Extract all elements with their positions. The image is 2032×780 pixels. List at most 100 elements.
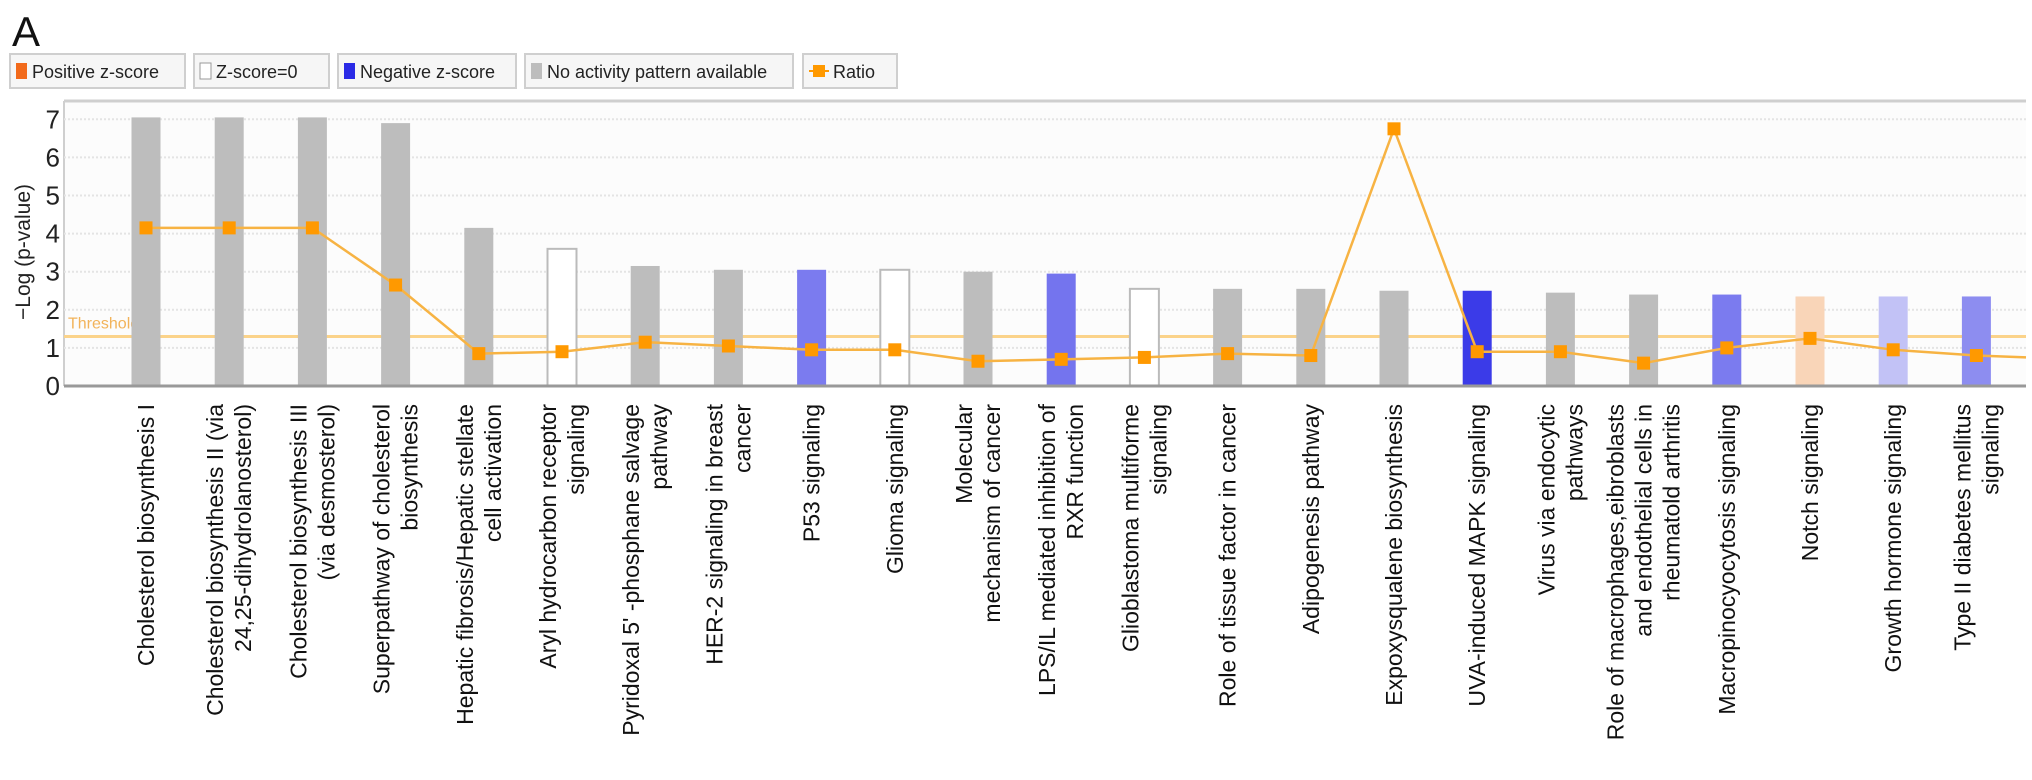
threshold-label: Threshold — [68, 315, 139, 332]
x-tick-label-line: UVA-induced MAPK signaling — [1464, 404, 1490, 707]
x-tick-label-line: Pyridoxal 5' -phosphane salvage — [618, 404, 644, 736]
ratio-marker — [1803, 331, 1817, 345]
x-tick-label-line: Role of tissue factor in cancer — [1215, 404, 1241, 707]
legend-label: Ratio — [833, 62, 875, 82]
x-tick-label: Glioblastoma multiforme signaling — [1117, 404, 1171, 652]
bar — [1128, 287, 1160, 387]
x-tick-label: UVA-induced MAPK signaling — [1464, 404, 1490, 707]
x-tick-label-line: cancer — [729, 404, 755, 473]
x-tick-label: Growth hormone signaling — [1880, 404, 1906, 672]
x-tick-label-line: cell activation — [480, 404, 506, 542]
x-tick-label: Pyridoxal 5' -phosphane salvage pathway — [618, 404, 672, 736]
legend-label: Negative z-score — [360, 62, 495, 82]
ratio-line — [139, 122, 2027, 370]
x-tick-label-line: signaling — [1145, 404, 1171, 495]
ratio-marker — [805, 343, 819, 357]
x-tick-label: Hepatic fibrosis/Hepatic stellate cell ac… — [452, 404, 506, 725]
x-tick-label-line: Cholesterol biosynthesis III — [285, 404, 311, 679]
x-tick-label-line: Glioma signaling — [882, 404, 908, 574]
ratio-marker — [888, 343, 902, 357]
bar — [1213, 288, 1243, 386]
x-tick-label-line: biosynthesis — [397, 404, 423, 531]
x-tick-label-line: Growth hormone signaling — [1880, 404, 1906, 672]
y-tick-label: 6 — [46, 142, 60, 172]
legend-item: No activity pattern available — [524, 53, 794, 89]
bar — [1545, 292, 1575, 386]
x-tick-label: Type II diabetes mellitus signaling — [1949, 404, 2003, 651]
x-tick-label-line: LPS/IL mediated inhibition of — [1034, 403, 1060, 696]
legend-item: Negative z-score — [337, 53, 517, 89]
legend-item-box — [337, 53, 517, 89]
x-tick-label-line: HER-2 signaling in breast — [701, 403, 727, 664]
ratio-marker — [305, 221, 319, 235]
bar — [1712, 294, 1742, 386]
x-tick-label-line: Macropinocyocytosis signaling — [1714, 404, 1740, 715]
x-tick-label: Cholesterol biosynthesis I — [133, 404, 159, 666]
ratio-marker — [1221, 347, 1235, 361]
ratio-marker — [1304, 349, 1318, 363]
x-tick-label-line: Molecular — [951, 404, 977, 504]
ratio-marker — [1553, 345, 1567, 359]
legend-item: Ratio — [802, 53, 898, 89]
legend-item-box — [9, 53, 186, 89]
legend-label: Positive z-score — [32, 62, 159, 82]
gridlines — [64, 118, 2026, 349]
x-tick-label: Cholesterol biosynthesis II (via 24,25-di… — [202, 404, 256, 716]
bar — [630, 265, 660, 386]
legend-item: Positive z-score — [9, 53, 186, 89]
bar — [1379, 290, 1409, 386]
x-axis-labels: Cholesterol biosynthesis I Cholesterol bi… — [133, 403, 2003, 740]
legend-marker-swatch — [813, 65, 825, 77]
bar — [214, 117, 244, 387]
legend-color-swatch — [16, 63, 27, 79]
x-tick-label: Aryl hydrocarbon receptor signaling — [535, 404, 589, 669]
legend-label: No activity pattern available — [547, 62, 767, 82]
ratio-marker — [472, 347, 486, 361]
x-tick-label-line: Notch signaling — [1797, 404, 1823, 561]
panel-label: A — [12, 8, 40, 55]
legend-item: Z-score=0 — [193, 53, 330, 89]
y-tick-label: 4 — [46, 219, 60, 249]
ratio-marker — [139, 221, 153, 235]
x-tick-label: P53 signaling — [799, 404, 825, 542]
x-tick-label-line: 24,25-dihydrolanosterol) — [230, 404, 256, 652]
x-tick-label: Role of tissue factor in cancer — [1215, 404, 1241, 707]
x-tick-label-line: mechanism of cancer — [979, 404, 1005, 623]
ratio-marker — [1054, 352, 1068, 366]
x-tick-label: HER-2 signaling in breast cancer — [701, 403, 755, 664]
x-tick-label: Superpathway of cholesterol biosynthesis — [369, 404, 423, 694]
x-tick-label-line: RXR function — [1062, 404, 1088, 540]
x-tick-label-line: Role of macrophages,eibroblasts — [1603, 404, 1629, 740]
y-tick-label: 0 — [46, 371, 60, 401]
ratio-marker — [1720, 341, 1734, 355]
x-tick-label-line: rheumatold arthritis — [1659, 404, 1685, 601]
x-tick-label: Expoxysqualene biosynthesis — [1381, 404, 1407, 706]
bar — [797, 269, 827, 386]
ratio-marker — [638, 335, 652, 349]
x-tick-label-line: Type II diabetes mellitus — [1949, 404, 1975, 651]
bar — [546, 247, 578, 387]
ratio-marker — [1137, 350, 1151, 364]
bar — [1961, 296, 1991, 386]
ratio-marker — [1470, 345, 1484, 359]
legend: Positive z-score Z-score=0 Negative z-scor… — [9, 53, 898, 89]
x-tick-label: Adipogenesis pathway — [1298, 404, 1324, 635]
bar — [131, 117, 161, 387]
legend-item-box — [193, 53, 330, 89]
y-tick-label: 2 — [46, 295, 60, 325]
x-tick-label-line: Superpathway of cholesterol — [369, 404, 395, 694]
legend-color-swatch — [344, 63, 355, 79]
x-tick-label-line: (via desmosterol) — [313, 404, 339, 580]
bar — [381, 123, 411, 387]
x-tick-label-line: Cholesterol biosynthesis I — [133, 404, 159, 666]
x-tick-label-line: signaling — [1977, 404, 2003, 495]
legend-color-swatch — [199, 62, 212, 80]
y-tick-label: 7 — [46, 104, 60, 134]
x-tick-label-line: pathway — [646, 404, 672, 490]
y-tick-label: 3 — [46, 257, 60, 287]
x-tick-label: Cholesterol biosynthesis III (via desmost… — [285, 404, 339, 679]
x-tick-label-line: P53 signaling — [799, 404, 825, 542]
ratio-marker — [971, 354, 985, 368]
ratio-polyline — [146, 125, 2027, 365]
x-tick-label-line: Aryl hydrocarbon receptor — [535, 404, 561, 669]
